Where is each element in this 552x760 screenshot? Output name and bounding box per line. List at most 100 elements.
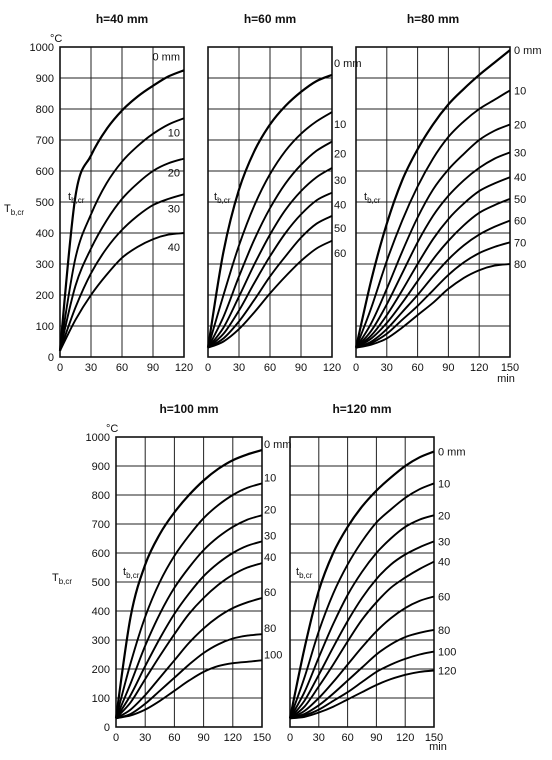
plot-frame (115, 436, 263, 728)
series-line (58, 69, 185, 351)
series-label: 80 (264, 623, 276, 635)
y-tick-label: 200 (36, 290, 54, 302)
series-label: 80 (438, 625, 450, 637)
curve-annotation-sub: b,cr (126, 571, 140, 580)
y-axis-label: Tb,cr (4, 203, 24, 217)
x-tick-label: 0 (353, 362, 359, 374)
curve-annotation-main: t (123, 566, 126, 578)
series-label: 30 (438, 536, 450, 548)
curve-annotation-sub: b,cr (217, 196, 231, 205)
series-line (207, 191, 333, 349)
series-label: 120 (438, 665, 456, 677)
series-line (289, 482, 435, 719)
series-label: 60 (264, 587, 276, 599)
series-label: 20 (438, 510, 450, 522)
curve-annotation-main: t (214, 191, 217, 203)
x-tick-label: 150 (253, 732, 271, 744)
series-label: 30 (334, 175, 346, 187)
series-line (115, 514, 263, 719)
x-tick-label: 120 (396, 732, 414, 744)
series-label: 20 (168, 168, 180, 180)
series-label: 30 (514, 147, 526, 159)
x-tick-label: 120 (323, 362, 341, 374)
x-tick-label: 60 (411, 362, 423, 374)
y-tick-label: 1000 (86, 432, 110, 444)
y-tick-label: 700 (92, 519, 110, 531)
x-tick-label: 60 (264, 362, 276, 374)
series-line (355, 241, 511, 349)
plot-frame (207, 46, 333, 358)
series-line (289, 628, 435, 720)
series-label: 60 (334, 248, 346, 260)
series-label: 30 (168, 203, 180, 215)
panel-3: h=100 mm0 30 60 90 120 1500100200300400500600… (86, 402, 292, 744)
series-line (207, 167, 333, 349)
series-line (207, 111, 333, 348)
panel-1: h=60 mm 0 30 60 90 120 0 mm 10 20 30 40 50 60 tb,cr (205, 12, 362, 374)
y-tick-label: 500 (92, 577, 110, 589)
y-tick-label: 200 (92, 664, 110, 676)
series-line (355, 263, 511, 349)
series-label: 40 (438, 557, 450, 569)
x-tick-label: 30 (233, 362, 245, 374)
curve-annotation: tb,cr (214, 191, 231, 205)
series-line (115, 633, 263, 720)
series-label: 70 (514, 237, 526, 249)
curve-annotation: tb,cr (123, 566, 140, 580)
x-tick-label: 30 (85, 362, 97, 374)
unit-label-bottom: °C (106, 423, 118, 435)
y-tick-label: 400 (92, 606, 110, 618)
curve-annotation-sub: b,cr (71, 196, 85, 205)
series-label: 10 (438, 478, 450, 490)
series-label: 0 mm (334, 58, 362, 70)
series-line (115, 597, 263, 720)
series-line (115, 659, 263, 720)
y-axis-label-sub: b,cr (11, 208, 25, 217)
panel-2: h=80 mm 0 30 60 90 120 150 0 mm 10 20 30 40 50 60 70 80… (353, 12, 542, 374)
series-line (355, 198, 511, 349)
x-tick-label: 90 (370, 732, 382, 744)
series-line (355, 89, 511, 349)
series-label: 50 (514, 194, 526, 206)
series-line (59, 193, 185, 352)
x-tick-label: 0 (205, 362, 211, 374)
series-line (207, 215, 333, 349)
x-tick-label: 90 (147, 362, 159, 374)
x-tick-label: 60 (168, 732, 180, 744)
series-line (289, 540, 435, 719)
series-label: 10 (514, 85, 526, 97)
series-line (355, 123, 511, 349)
curve-annotation-main: t (68, 191, 71, 203)
series-line (355, 219, 511, 349)
y-tick-label: 400 (36, 228, 54, 240)
panel-title: h=40 mm (96, 12, 148, 26)
panel-4: h=120 mm 0 30 60 90 120 150 0 mm 10 20 30 40 60 80 100… (287, 402, 466, 744)
x-tick-label: 60 (341, 732, 353, 744)
series-label: 100 (438, 647, 456, 659)
x-tick-label: 150 (501, 362, 519, 374)
series-label: 10 (334, 119, 346, 131)
curve-annotation-sub: b,cr (367, 196, 381, 205)
series-line (114, 449, 263, 719)
y-axis-label-main: T (4, 203, 11, 215)
series-line (289, 650, 435, 720)
series-label: 100 (264, 649, 282, 661)
panel-0: h=40 mm 0 30 60 90 120 0 100 200 300 400 500 600 700 8… (30, 12, 194, 374)
y-axis-label-sub: b,cr (59, 577, 73, 586)
series-line (288, 450, 435, 719)
panel-title: h=100 mm (159, 402, 218, 416)
y-tick-label: 800 (92, 490, 110, 502)
y-tick-label: 900 (36, 73, 54, 85)
series-line (59, 157, 185, 352)
curve-annotation-main: t (364, 191, 367, 203)
series-line (115, 540, 263, 719)
x-axis-label-bottom: min (429, 741, 447, 753)
series-line (59, 232, 185, 352)
x-tick-label: 60 (116, 362, 128, 374)
series-line (207, 140, 333, 349)
x-tick-label: 30 (313, 732, 325, 744)
x-tick-label: 90 (442, 362, 454, 374)
y-tick-label: 1000 (30, 42, 54, 54)
x-tick-label: 120 (224, 732, 242, 744)
series-label: 40 (334, 200, 346, 212)
